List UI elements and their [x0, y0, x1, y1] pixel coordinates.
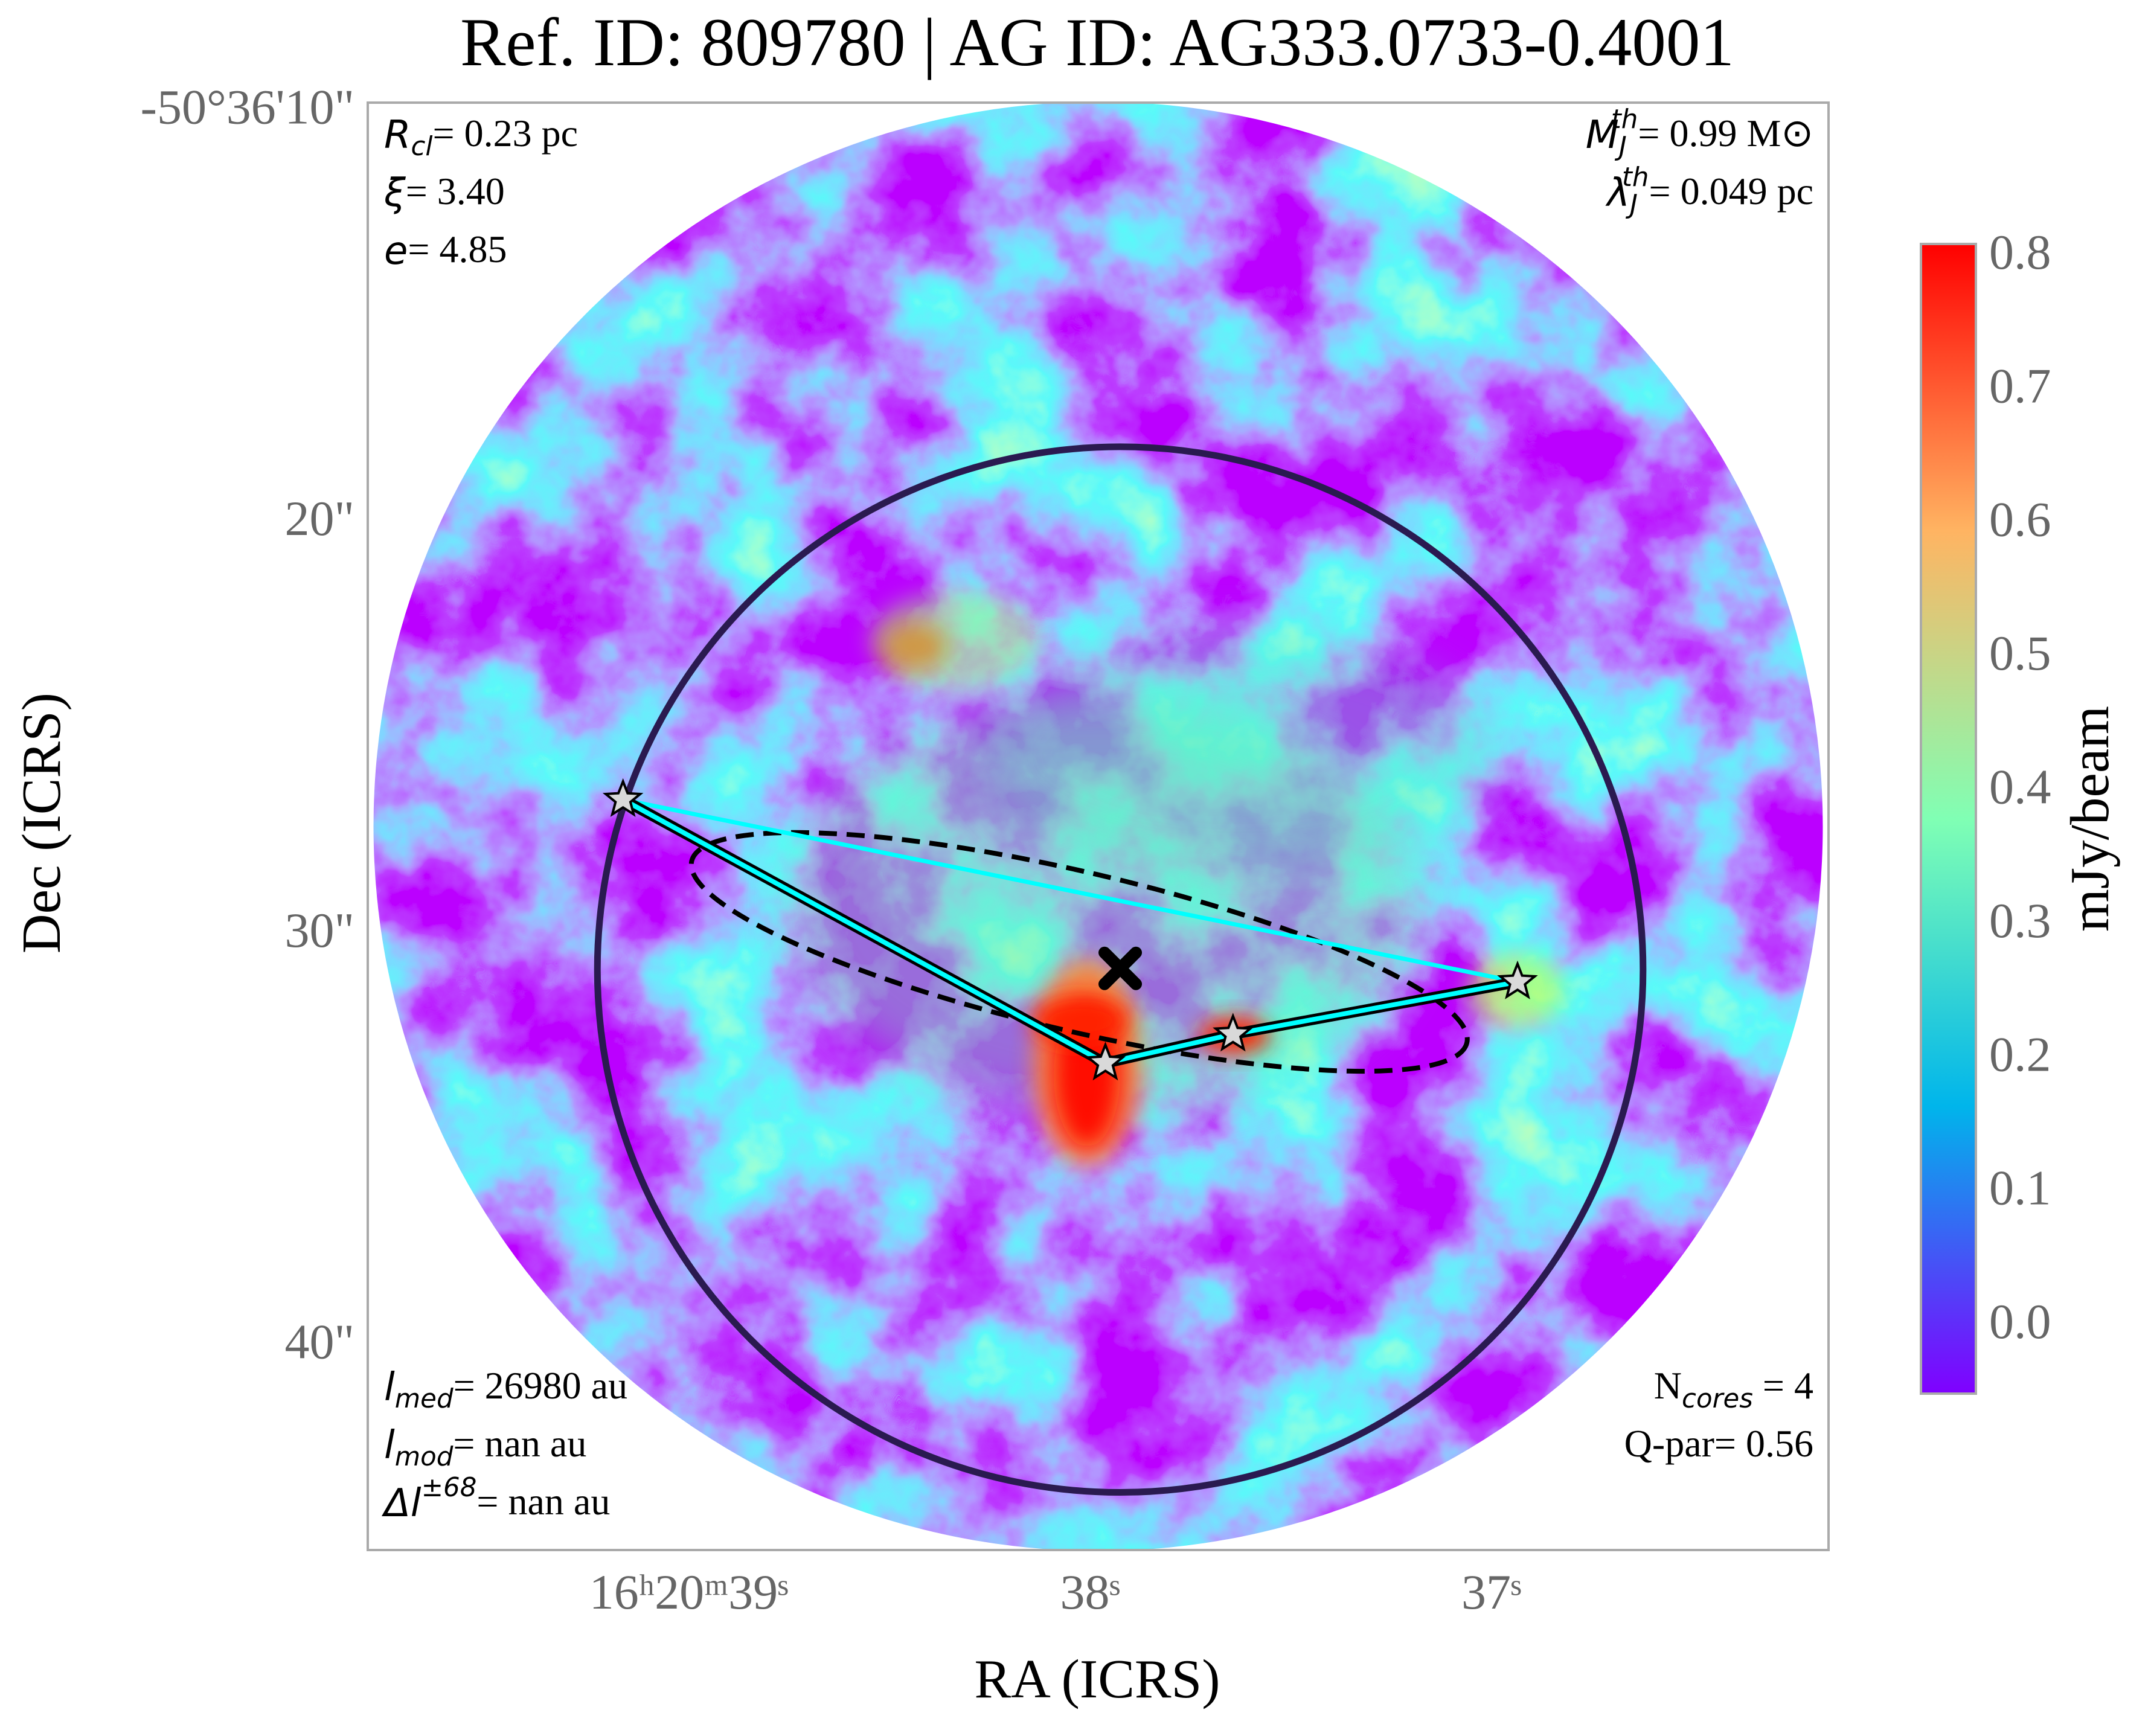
annotation: ξ= 3.40: [383, 170, 505, 216]
annotation: λJth= 0.049 pc: [1605, 162, 1813, 220]
annotation-part: = 4: [1753, 1364, 1813, 1407]
annotation-part: = 3.40: [406, 170, 505, 213]
annotation-part: λ: [1605, 171, 1630, 216]
annotation-part: = 0.99 M⊙: [1638, 112, 1813, 155]
annotation-part: = 0.23 pc: [432, 112, 578, 155]
emission: [870, 592, 1039, 688]
annotation-part: = nan au: [453, 1422, 586, 1465]
annotation-part: Q-par= 0.56: [1624, 1422, 1813, 1465]
annotation: Q-par= 0.56: [1624, 1422, 1813, 1465]
mst-edge: [1103, 1031, 1236, 1066]
annotation-part: th: [1622, 162, 1649, 193]
intensity-map: [373, 103, 1823, 1550]
colorbar-tick-label: 0.3: [1989, 893, 2051, 948]
annotation-part: l: [384, 1365, 395, 1410]
axes-frame: [367, 101, 1830, 1551]
colorbar-tick-label: 0.2: [1989, 1027, 2051, 1081]
core-marker: [1085, 1042, 1126, 1081]
mst-edge: [620, 797, 1108, 1066]
annotation-part: Δl: [381, 1481, 422, 1526]
mst-edge: [1230, 979, 1520, 1037]
annotation-part: ±68: [422, 1473, 477, 1503]
colorbar-tick-label: 0.8: [1989, 225, 2051, 280]
annotation: lmed= 26980 au: [384, 1364, 627, 1414]
y-tick-label: 30": [285, 903, 354, 958]
chart-title: Ref. ID: 809780 | AG ID: AG333.0733-0.40…: [460, 5, 1734, 80]
annotation-part: th: [1611, 104, 1638, 135]
annotation-part: R: [384, 113, 411, 158]
colorbar: [1920, 243, 1977, 1395]
y-axis-label: Dec (ICRS): [11, 693, 72, 953]
x-tick-label: 38ˢ: [1060, 1565, 1120, 1619]
fit-ellipse: [688, 830, 1470, 1074]
x-tick-label: 37ˢ: [1461, 1565, 1521, 1619]
colorbar-tick-label: 0.0: [1989, 1294, 2051, 1349]
annotation-part: e: [384, 229, 408, 274]
annotation-part: med: [395, 1384, 454, 1414]
centroid-marker: [1098, 946, 1143, 990]
annotation: Δl±68= nan au: [381, 1473, 610, 1525]
y-tick-label: 20": [285, 491, 354, 546]
x-tick-label: 16ʰ20ᵐ39ˢ: [589, 1565, 789, 1619]
annotation-part: M: [1586, 113, 1619, 158]
annotation-part: mod: [395, 1442, 454, 1472]
x-axis-label: RA (ICRS): [974, 1648, 1220, 1709]
annotation-part: N: [1654, 1364, 1682, 1407]
core-marker: [1497, 960, 1538, 999]
overlay: [594, 443, 1647, 1496]
annotation: Ncores = 4: [1654, 1364, 1813, 1414]
annotation: e= 4.85: [384, 228, 507, 274]
y-tick-label: -50°36'10": [141, 79, 354, 134]
colorbar-tick-label: 0.4: [1989, 760, 2051, 815]
annotation-part: l: [384, 1423, 395, 1468]
annotation-part: = 4.85: [408, 228, 507, 271]
core-marker: [602, 778, 644, 817]
annotation-part: cl: [411, 132, 432, 162]
annotation-part: = 26980 au: [454, 1364, 628, 1407]
mst-edge: [621, 797, 1520, 984]
colorbar-tick-label: 0.1: [1989, 1161, 2051, 1216]
colorbar-tick-label: 0.5: [1989, 626, 2051, 681]
annotation-part: = nan au: [476, 1480, 610, 1523]
annotation: Rcl= 0.23 pc: [384, 112, 578, 162]
clump-circle: [594, 443, 1647, 1496]
colorbar-tick-label: 0.7: [1989, 358, 2051, 413]
annotation: MJth= 0.99 M⊙: [1586, 104, 1813, 162]
y-tick-label: 40": [285, 1315, 354, 1369]
colorbar-label: mJy/beam: [2059, 706, 2120, 932]
annotation: lmod= nan au: [384, 1422, 586, 1472]
colorbar-tick-label: 0.6: [1989, 492, 2051, 547]
core-marker: [1213, 1013, 1254, 1052]
annotation-part: ξ: [383, 171, 406, 216]
annotation-part: cores: [1682, 1384, 1753, 1414]
emission: [984, 634, 1492, 876]
annotation-part: = 0.049 pc: [1649, 170, 1814, 213]
